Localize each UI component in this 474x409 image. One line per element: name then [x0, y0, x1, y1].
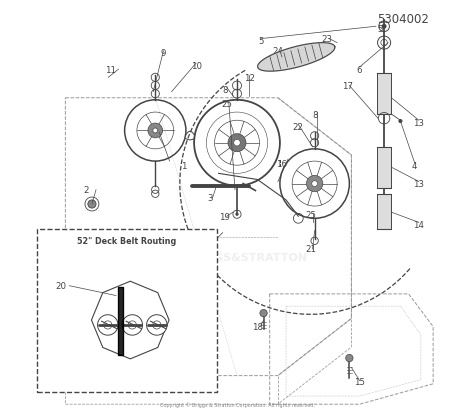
Text: 3: 3	[208, 194, 213, 203]
Circle shape	[122, 315, 143, 335]
Text: 25: 25	[305, 210, 316, 219]
Circle shape	[228, 135, 246, 152]
Circle shape	[307, 176, 323, 192]
Text: 5: 5	[259, 37, 264, 46]
Text: 6: 6	[357, 65, 362, 74]
Circle shape	[399, 120, 402, 124]
Text: 1: 1	[181, 161, 187, 170]
Text: 8: 8	[312, 110, 318, 119]
Text: 8: 8	[222, 86, 228, 95]
Circle shape	[146, 315, 167, 335]
Circle shape	[153, 129, 158, 134]
Bar	[377, 74, 392, 115]
Circle shape	[312, 181, 318, 187]
Text: 17: 17	[342, 82, 353, 91]
Text: 13: 13	[413, 180, 424, 189]
Text: 10: 10	[191, 61, 201, 70]
Text: 2: 2	[83, 186, 89, 195]
Text: 12: 12	[244, 74, 255, 83]
Text: 16: 16	[276, 159, 287, 168]
Text: 14: 14	[413, 220, 424, 229]
Circle shape	[382, 25, 387, 29]
Text: 21: 21	[305, 245, 316, 254]
Circle shape	[346, 355, 353, 362]
Polygon shape	[258, 43, 335, 72]
Polygon shape	[118, 288, 123, 355]
Circle shape	[88, 200, 96, 209]
Circle shape	[234, 140, 240, 146]
Text: 25: 25	[221, 100, 232, 109]
Text: 23: 23	[321, 35, 332, 44]
Bar	[377, 147, 392, 188]
Text: 19: 19	[219, 212, 230, 221]
Bar	[377, 194, 392, 229]
Text: 4: 4	[412, 161, 418, 170]
Text: 5: 5	[377, 25, 383, 34]
Text: 9: 9	[161, 49, 166, 58]
Text: BRIGGS&STRATTON: BRIGGS&STRATTON	[183, 252, 307, 263]
Polygon shape	[91, 281, 169, 359]
Text: 15: 15	[354, 378, 365, 387]
Text: 52" Deck Belt Routing: 52" Deck Belt Routing	[77, 237, 176, 246]
Text: 11: 11	[105, 65, 116, 74]
Text: 24: 24	[273, 47, 283, 56]
Text: 18: 18	[252, 322, 263, 331]
Text: 13: 13	[413, 119, 424, 128]
Circle shape	[260, 310, 267, 317]
Bar	[37, 229, 217, 392]
Text: Copyright © Briggs & Stratton Corporation. All rights reserved.: Copyright © Briggs & Stratton Corporatio…	[160, 402, 314, 407]
Circle shape	[98, 315, 118, 335]
Circle shape	[236, 213, 238, 216]
Text: 20: 20	[60, 267, 71, 276]
Text: 22: 22	[293, 123, 304, 132]
Text: 20: 20	[56, 281, 67, 290]
Circle shape	[148, 124, 163, 139]
Text: 5304002: 5304002	[377, 13, 429, 26]
Text: 7: 7	[210, 235, 215, 244]
